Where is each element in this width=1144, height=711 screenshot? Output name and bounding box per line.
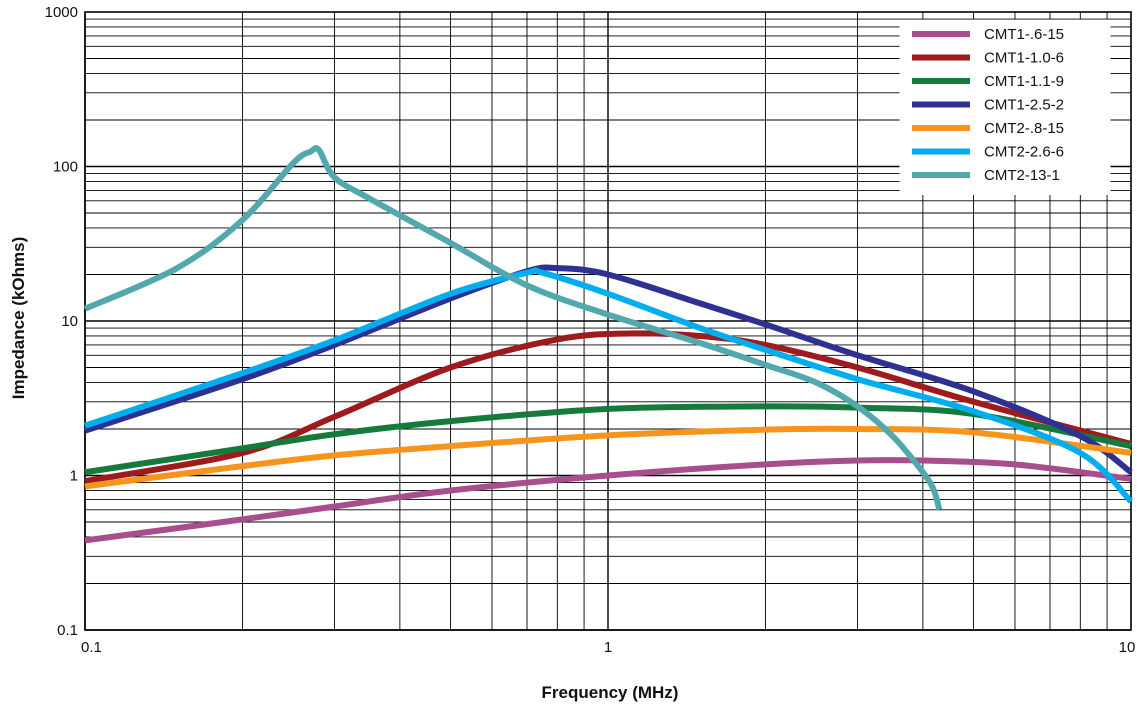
legend-label: CMT1-.6-15 <box>984 26 1064 43</box>
y-tick-label: 0.1 <box>57 622 78 639</box>
legend-label: CMT2-2.6-6 <box>984 144 1064 161</box>
series-line-CMT1-1.0-6 <box>84 330 1132 485</box>
legend-label: CMT2-13-1 <box>984 167 1060 184</box>
x-axis-title: Frequency (MHz) <box>542 683 679 702</box>
series-line-CMT1-2.5-2 <box>84 264 1133 475</box>
x-tick-label: 10 <box>1119 639 1136 656</box>
series-layer <box>83 144 1134 544</box>
series-line-CMT2-2.6-6 <box>84 267 1134 504</box>
plot-frame <box>84 11 1132 631</box>
legend-label: CMT1-1.1-9 <box>984 73 1064 90</box>
legend-label: CMT2-.8-15 <box>984 120 1064 137</box>
series-line-CMT2-.8-15 <box>84 425 1132 490</box>
legend: CMT1-.6-15 CMT1-1.0-6 CMT1-1.1-9 CMT1-2.5-2… <box>899 19 1111 195</box>
y-tick-label: 1000 <box>45 4 78 21</box>
legend-label: CMT1-2.5-2 <box>984 97 1064 114</box>
legend-label: CMT1-1.0-6 <box>984 50 1064 67</box>
y-axis-title: Impedance (kOhms) <box>9 237 28 400</box>
x-tick-label: 0.1 <box>81 639 102 656</box>
y-tick-label: 100 <box>53 159 78 176</box>
series-line-CMT1-1.1-9 <box>84 403 1132 476</box>
series-line-CMT2-13-1 <box>83 144 943 511</box>
series-line-CMT1-.6-15 <box>84 457 1132 544</box>
tick-labels: 0.1 1 10 0.1 1 10 100 1000 <box>45 4 1136 656</box>
y-tick-label: 1 <box>70 468 78 485</box>
y-tick-label: 10 <box>61 313 78 330</box>
x-tick-label: 1 <box>604 639 612 656</box>
